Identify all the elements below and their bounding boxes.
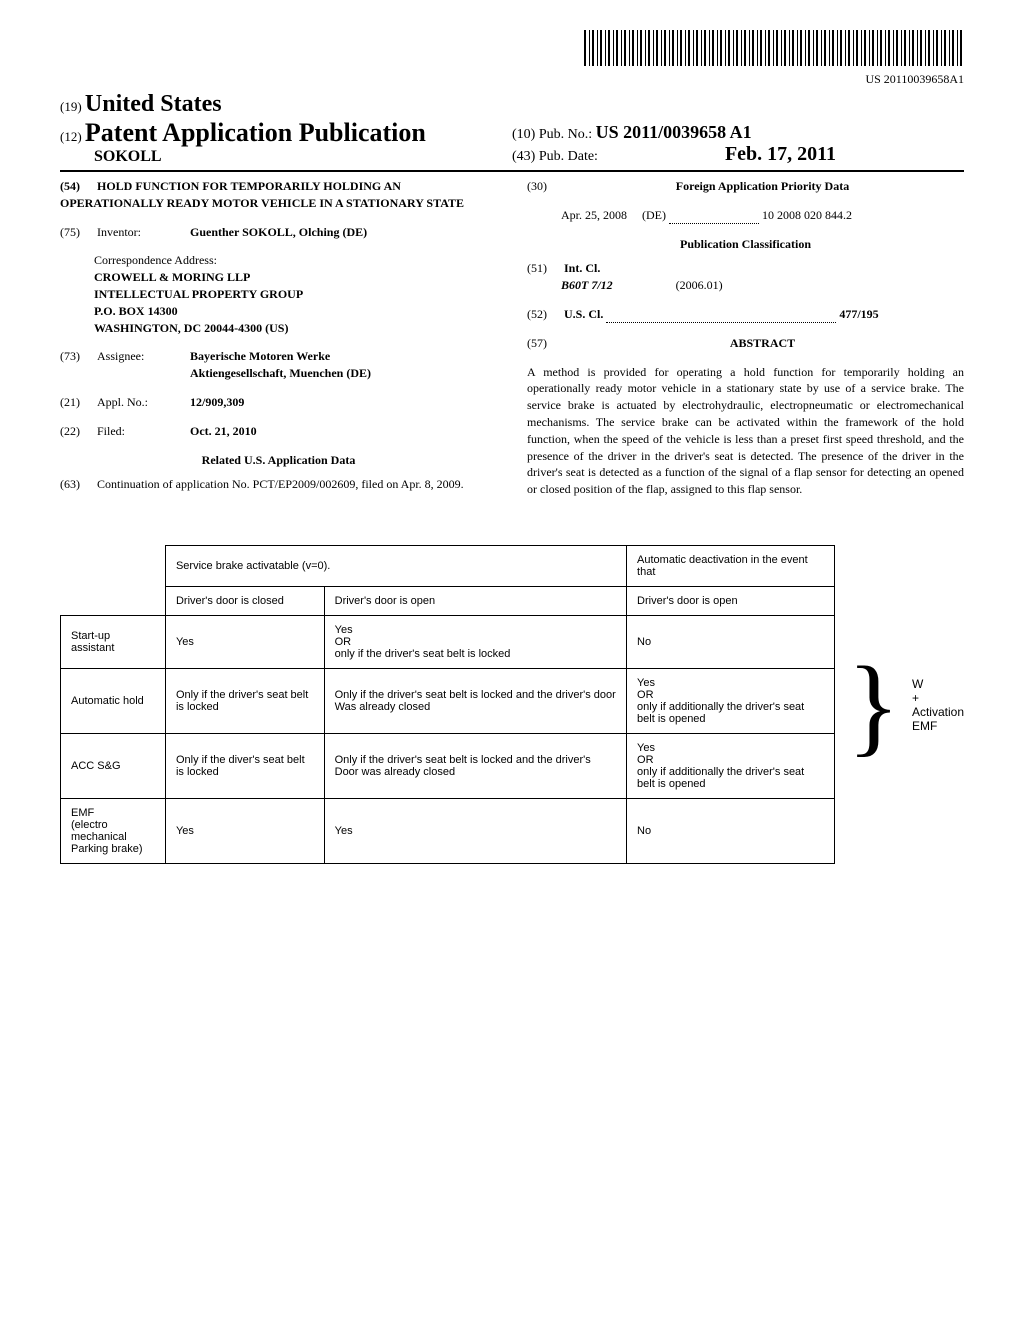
right-column: (30) Foreign Application Priority Data A… — [527, 178, 964, 505]
col-header-service: Service brake activatable (v=0). — [165, 546, 626, 587]
pub-no-label: Pub. No.: — [539, 127, 592, 142]
cell: Only if the driver's seat belt is locked… — [324, 669, 626, 734]
figure-region: Service brake activatable (v=0). Automat… — [60, 545, 964, 864]
related-data-heading: Related U.S. Application Data — [60, 452, 497, 469]
field-30: (30) — [527, 178, 561, 195]
cell: Yes — [165, 799, 324, 864]
table-row: EMF (electro mechanical Parking brake) Y… — [61, 799, 835, 864]
corr-line-3: P.O. BOX 14300 — [94, 303, 497, 320]
barcode-graphic — [584, 30, 964, 66]
field-52: (52) — [527, 306, 561, 323]
field-63: (63) — [60, 476, 94, 493]
brace-annotation: W + Activation EMF — [912, 677, 964, 733]
table-row: Start-up assistant Yes Yes OR only if th… — [61, 616, 835, 669]
row-label: EMF (electro mechanical Parking brake) — [61, 799, 166, 864]
intcl-code: B60T 7/12 — [561, 278, 613, 292]
cell: Yes — [324, 799, 626, 864]
inventor-label: Inventor: — [97, 224, 187, 241]
application-number: 12/909,309 — [190, 395, 244, 409]
intcl-year: (2006.01) — [676, 278, 723, 292]
left-column: (54) HOLD FUNCTION FOR TEMPORARILY HOLDI… — [60, 178, 497, 505]
cell: No — [627, 799, 835, 864]
field-22: (22) — [60, 423, 94, 440]
field-54: (54) — [60, 178, 94, 195]
country-name: United States — [85, 91, 222, 117]
field-19: (19) — [60, 99, 82, 114]
uscl-code: 477/195 — [839, 307, 878, 321]
publication-number: US 2011/0039658 A1 — [596, 122, 752, 142]
foreign-app-number: 10 2008 020 844.2 — [762, 208, 852, 222]
row-label: Start-up assistant — [61, 616, 166, 669]
cell: Yes OR only if additionally the driver's… — [627, 734, 835, 799]
cell: Yes — [165, 616, 324, 669]
abstract-text: A method is provided for operating a hol… — [527, 364, 964, 498]
author-surname: SOKOLL — [94, 148, 512, 166]
subheader-auto-open: Driver's door is open — [627, 587, 835, 616]
field-51: (51) — [527, 260, 561, 277]
cell: Yes OR only if additionally the driver's… — [627, 669, 835, 734]
related-application-text: Continuation of application No. PCT/EP20… — [97, 477, 464, 491]
filed-label: Filed: — [97, 423, 187, 440]
col-header-auto: Automatic deactivation in the event that — [627, 546, 835, 587]
logic-table: Service brake activatable (v=0). Automat… — [60, 545, 835, 864]
pub-date-label: Pub. Date: — [539, 149, 598, 164]
row-label: Automatic hold — [61, 669, 166, 734]
field-10: (10) — [512, 127, 535, 142]
uscl-label: U.S. Cl. — [564, 307, 603, 321]
applno-label: Appl. No.: — [97, 394, 187, 411]
document-header: (19) United States (12) Patent Applicati… — [60, 91, 964, 172]
field-75: (75) — [60, 224, 94, 241]
barcode-number: US 20110039658A1 — [60, 72, 964, 87]
inventor-name: Guenther SOKOLL, Olching (DE) — [190, 225, 367, 239]
header-left: (19) United States (12) Patent Applicati… — [60, 91, 512, 166]
barcode-region: US 20110039658A1 — [60, 30, 964, 87]
corr-line-2: INTELLECTUAL PROPERTY GROUP — [94, 286, 497, 303]
field-12: (12) — [60, 129, 82, 144]
corr-line-1: CROWELL & MORING LLP — [94, 269, 497, 286]
corr-line-4: WASHINGTON, DC 20044-4300 (US) — [94, 320, 497, 337]
subheader-open: Driver's door is open — [324, 587, 626, 616]
curly-brace-icon: } — [847, 661, 900, 749]
field-57: (57) — [527, 335, 561, 352]
foreign-country: (DE) — [642, 208, 666, 222]
publication-date: Feb. 17, 2011 — [725, 143, 836, 165]
cell: Yes OR only if the driver's seat belt is… — [324, 616, 626, 669]
header-right: (10) Pub. No.: US 2011/0039658 A1 (43) P… — [512, 122, 964, 166]
cell: Only if the driver's seat belt is locked — [165, 669, 324, 734]
cell: No — [627, 616, 835, 669]
correspondence-label: Correspondence Address: — [94, 252, 497, 269]
filed-date: Oct. 21, 2010 — [190, 424, 257, 438]
cell: Only if the diver's seat belt is locked — [165, 734, 324, 799]
assignee-name: Bayerische Motoren Werke Aktiengesellsch… — [190, 348, 410, 382]
pub-classification-heading: Publication Classification — [527, 236, 964, 253]
bibliographic-columns: (54) HOLD FUNCTION FOR TEMPORARILY HOLDI… — [60, 178, 964, 505]
field-43: (43) — [512, 149, 535, 164]
table-row: Automatic hold Only if the driver's seat… — [61, 669, 835, 734]
table-row: ACC S&G Only if the diver's seat belt is… — [61, 734, 835, 799]
cell: Only if the driver's seat belt is locked… — [324, 734, 626, 799]
row-label: ACC S&G — [61, 734, 166, 799]
abstract-heading: ABSTRACT — [564, 335, 961, 352]
foreign-date: Apr. 25, 2008 — [561, 208, 627, 222]
publication-title: Patent Application Publication — [85, 118, 426, 147]
intcl-label: Int. Cl. — [564, 261, 600, 275]
invention-title: HOLD FUNCTION FOR TEMPORARILY HOLDING AN… — [60, 179, 464, 210]
assignee-label: Assignee: — [97, 348, 187, 365]
field-21: (21) — [60, 394, 94, 411]
field-73: (73) — [60, 348, 94, 365]
foreign-priority-heading: Foreign Application Priority Data — [564, 178, 961, 195]
subheader-closed: Driver's door is closed — [165, 587, 324, 616]
